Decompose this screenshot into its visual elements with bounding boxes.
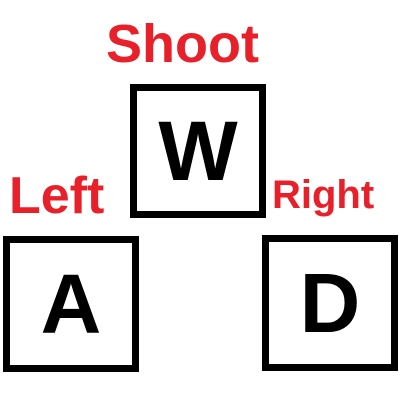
a-key: A [3, 236, 139, 372]
w-key-letter: W [158, 104, 238, 198]
d-key-letter: D [299, 256, 361, 350]
a-key-letter: A [40, 257, 102, 351]
shoot-label: Shoot [106, 14, 259, 74]
d-key: D [262, 235, 398, 371]
left-label: Left [9, 167, 105, 225]
right-label: Right [272, 173, 375, 217]
w-key: W [130, 84, 266, 218]
